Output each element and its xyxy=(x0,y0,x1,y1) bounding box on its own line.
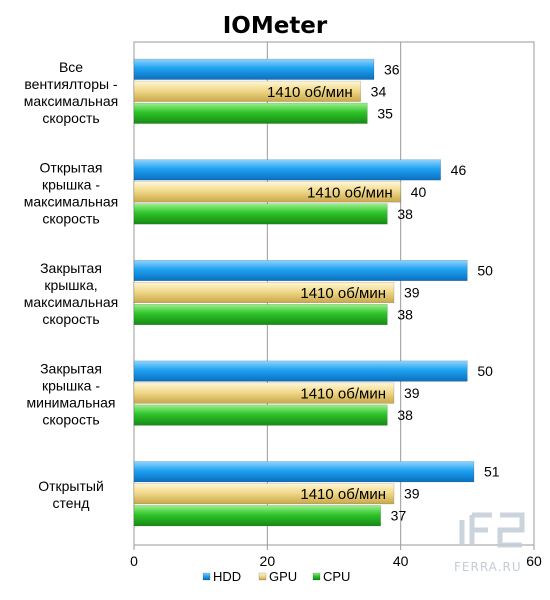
category-label-line: Все xyxy=(59,59,83,75)
value-label: 51 xyxy=(484,464,500,480)
value-label: 35 xyxy=(377,105,393,121)
bar-cpu xyxy=(133,102,368,124)
value-label: 50 xyxy=(477,263,493,279)
x-tick-label: 0 xyxy=(130,553,138,569)
rpm-annotation: 1410 об/мин xyxy=(307,184,393,201)
x-tick-label: 40 xyxy=(393,553,409,569)
legend-label-gpu: GPU xyxy=(269,569,297,584)
category-label-line: максимальная xyxy=(24,294,119,310)
value-label: 37 xyxy=(391,508,407,524)
bar-hdd xyxy=(133,159,441,181)
value-label: 38 xyxy=(397,307,413,323)
category-label: Открытая крышка -максимальная скорость xyxy=(24,159,119,226)
rpm-annotation: 1410 об/мин xyxy=(267,84,353,101)
value-label: 39 xyxy=(404,285,420,301)
category-label: Открытый стенд xyxy=(38,478,104,511)
bar-hdd xyxy=(133,260,468,281)
rpm-annotation: 1410 об/мин xyxy=(300,285,386,302)
bar-gpu xyxy=(133,181,401,203)
chart-title: IOMeter xyxy=(223,13,328,39)
category-label-line: минимальная xyxy=(27,395,116,411)
legend: HDD GPU CPU xyxy=(202,569,350,584)
category-label: Закрытая крышка -минимальная скорость xyxy=(27,361,116,428)
legend-swatch-hdd xyxy=(202,572,211,581)
legend-label-cpu: CPU xyxy=(323,569,350,584)
category-label-line: скорость xyxy=(42,210,99,226)
bar-cpu xyxy=(133,304,388,325)
legend-swatch-cpu xyxy=(312,572,321,581)
value-label: 40 xyxy=(411,184,427,200)
bar-hdd xyxy=(133,461,475,483)
rpm-annotation: 1410 об/мин xyxy=(300,486,386,503)
x-tick-label: 20 xyxy=(260,553,276,569)
category-label: Все вентиялторы -максимальная скорость xyxy=(24,59,119,126)
watermark-logo-icon xyxy=(459,512,525,548)
value-label: 46 xyxy=(451,162,467,178)
category-label-line: крышка - xyxy=(42,378,100,394)
x-tick-label: 60 xyxy=(526,553,542,569)
category-label-line: крышка - xyxy=(42,176,100,192)
bar-gpu xyxy=(133,483,395,505)
value-label: 39 xyxy=(404,486,420,502)
category-label-line: вентиялторы - xyxy=(24,76,118,92)
category-label-line: Открытая xyxy=(40,159,103,175)
value-label: 38 xyxy=(397,407,413,423)
bar-gpu xyxy=(133,282,395,303)
category-label: Закрытая крышка, максимальная скорость xyxy=(24,260,119,327)
category-label-line: максимальная xyxy=(24,93,119,109)
rpm-annotation: 1410 об/мин xyxy=(300,386,386,403)
category-label-line: максимальная xyxy=(24,193,119,209)
legend-label-hdd: HDD xyxy=(213,569,241,584)
bar-hdd xyxy=(133,360,468,382)
watermark: FERRA.RU xyxy=(454,512,525,574)
value-label: 50 xyxy=(477,363,493,379)
plot-area: FERRA.RU 36 34 1410 об/мин 35 46 40 1410 об/ми… xyxy=(133,41,535,574)
bar-hdd xyxy=(133,58,375,80)
value-label: 34 xyxy=(371,83,387,99)
category-label-line: Закрытая xyxy=(40,260,102,276)
bar-cpu xyxy=(133,404,388,426)
category-label-line: Закрытая xyxy=(40,361,102,377)
bar-gpu xyxy=(133,80,361,102)
category-label-line: скорость xyxy=(42,412,99,428)
value-label: 39 xyxy=(404,385,420,401)
value-label: 38 xyxy=(397,206,413,222)
category-label-line: стенд xyxy=(53,495,90,511)
value-label: 36 xyxy=(384,61,400,77)
category-label-line: скорость xyxy=(42,311,99,327)
category-label-line: скорость xyxy=(42,110,99,126)
category-label-line: Открытый xyxy=(38,478,104,494)
category-labels: Все вентиялторы -максимальная скоростьОткр… xyxy=(24,59,119,511)
bar-gpu xyxy=(133,382,395,404)
bar-cpu xyxy=(133,203,388,225)
x-axis-ticks: 0 20 40 60 xyxy=(130,545,542,569)
category-label-line: крышка, xyxy=(44,277,97,293)
watermark-text: FERRA.RU xyxy=(454,560,522,574)
bar-cpu xyxy=(133,505,381,527)
legend-swatch-gpu xyxy=(258,572,267,581)
